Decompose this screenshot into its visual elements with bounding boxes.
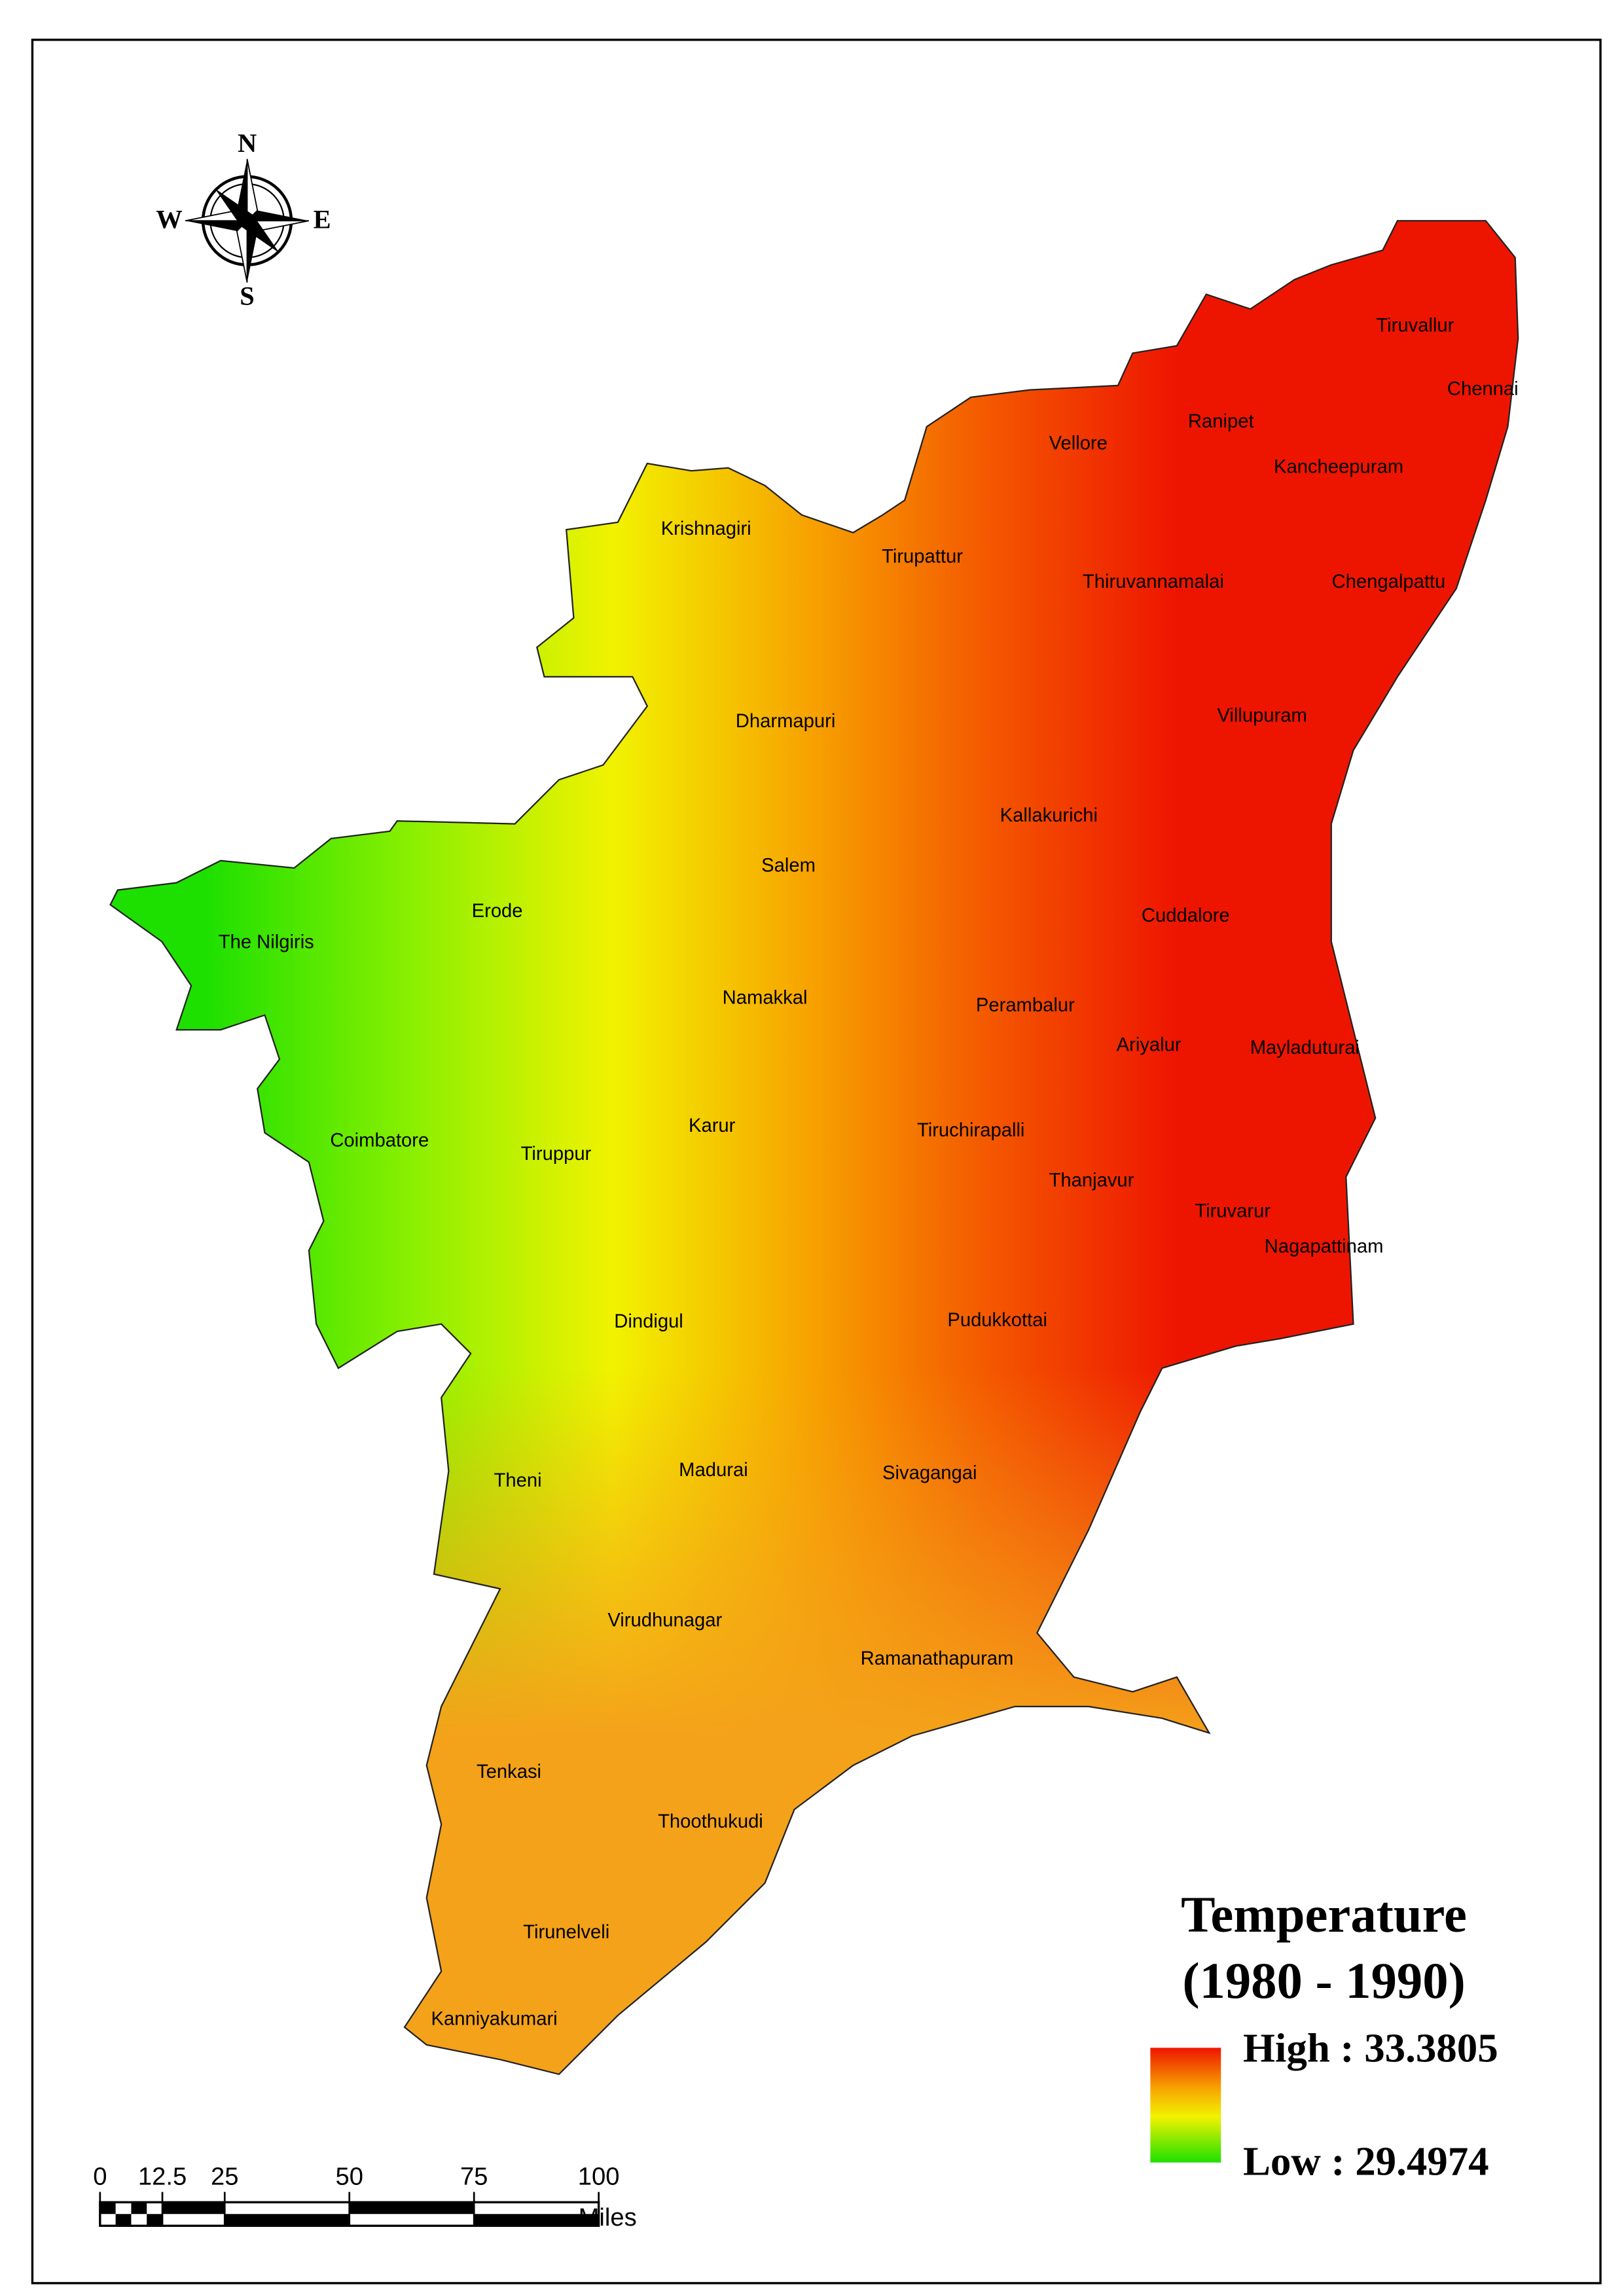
district-label: Salem [761,855,816,876]
compass [185,158,310,283]
district-label: Villupuram [1217,705,1307,726]
district-label: Chennai [1447,378,1519,399]
district-label: Perambalur [976,995,1075,1016]
compass-west: W [156,205,182,234]
scale-segment [131,2202,147,2214]
legend-ramp [1150,2048,1221,2163]
compass-east: E [314,205,331,234]
district-label: Namakkal [723,988,808,1009]
scale-tick-label: 75 [460,2162,488,2190]
district-label: Ranipet [1188,411,1254,432]
district-label: Tirupattur [882,547,963,568]
district-label: Krishnagiri [661,518,751,539]
scale-segment [349,2202,475,2214]
district-label: Thiruvannamalai [1083,571,1224,592]
district-label: Theni [494,1470,542,1491]
district-label: Tenkasi [477,1762,541,1782]
scale-tick-label: 50 [335,2162,363,2190]
district-label: Thanjavur [1049,1170,1134,1191]
district-label: Kallakurichi [1000,805,1098,826]
legend-subtitle: (1980 - 1990) [1182,1953,1465,2010]
district-label: Virudhunagar [607,1610,722,1631]
scale-unit: Miles [579,2203,637,2232]
district-label: Nagapattinam [1265,1237,1384,1257]
district-label: Sivagangai [882,1463,977,1484]
district-label: Ariyalur [1117,1035,1182,1056]
district-label: Kanniyakumari [431,2008,558,2029]
district-label: Karur [689,1115,736,1136]
legend-title: Temperature [1181,1887,1467,1943]
district-label: Erode [472,901,523,922]
scale-segment [115,2214,132,2226]
compass-south: S [240,281,255,311]
state-border [109,220,1519,2076]
district-label: Dharmapuri [736,711,836,732]
district-label: Mayladuturai [1250,1038,1360,1058]
scale-tick-label: 100 [578,2162,620,2190]
frame [31,39,1602,2285]
scale-segment [162,2202,225,2214]
legend-low: Low : 29.4974 [1243,2139,1489,2184]
district-label: Tiruchirapalli [917,1120,1024,1141]
scale-tick-label: 12.5 [138,2162,187,2190]
legend-high: High : 33.3805 [1243,2025,1498,2071]
scale-segment [474,2214,599,2226]
district-label: Kancheepuram [1274,456,1403,477]
scale-bar: 0 12.5 25 50 75 100 Miles [93,2162,637,2232]
district-label: Tirunelveli [523,1922,609,1943]
district-label: Tiruvallur [1376,316,1454,336]
district-label: Cuddalore [1142,905,1230,926]
district-label: Pudukkottai [947,1310,1047,1331]
district-label: Ramanathapuram [861,1648,1014,1669]
scale-segment [147,2214,163,2226]
district-label: Chengalpattu [1332,571,1446,592]
district-label: Dindigul [614,1311,683,1332]
district-label: The Nilgiris [219,931,314,952]
state-outline [109,220,1519,2076]
district-label: Coimbatore [330,1130,429,1151]
scale-segment [225,2214,350,2226]
state-fill-south [110,221,1519,2074]
scale-tick-label: 25 [211,2162,238,2190]
district-label: Thoothukudi [658,1811,763,1832]
district-label: Vellore [1049,433,1108,454]
district-label: Tiruppur [521,1144,592,1165]
compass-north: N [238,128,257,158]
scale-tick-label: 0 [93,2162,107,2190]
district-label: Madurai [679,1460,748,1481]
scale-segment [99,2202,116,2214]
district-label: Tiruvarur [1195,1201,1271,1222]
